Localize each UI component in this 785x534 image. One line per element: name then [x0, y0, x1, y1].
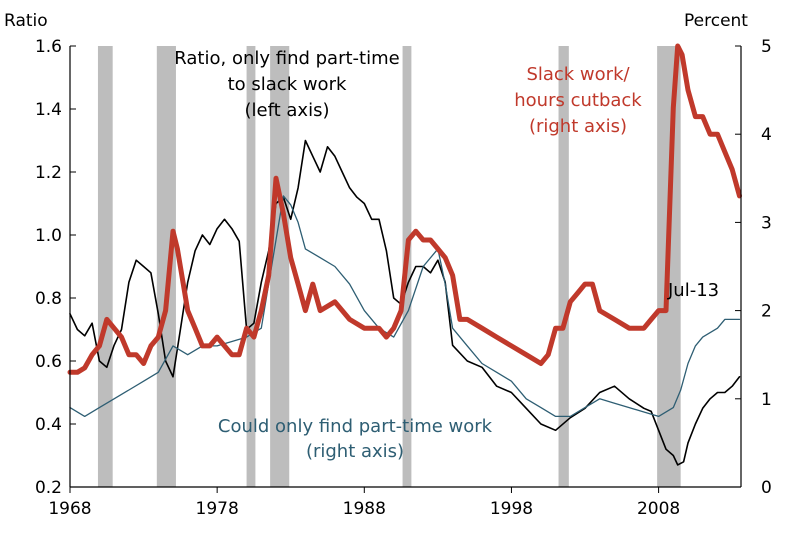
- recession-band-3: [270, 46, 290, 487]
- x-tick-label-0: 1968: [48, 499, 91, 519]
- left-tick-label-3: 0.8: [35, 289, 62, 309]
- x-tick-label-2: 1988: [343, 499, 386, 519]
- left-tick-label-1: 0.4: [35, 415, 62, 435]
- recession-band-0: [97, 46, 113, 487]
- tick-labels: 0.2 0.4 0.6 0.8 1.0 1.2 1.4 1.6 0 1 2 3 4 5 1968 1978 19…: [35, 37, 772, 519]
- left-tick-label-0: 0.2: [35, 478, 62, 498]
- ratio-annotation-line1: Ratio, only find part-time: [174, 48, 399, 69]
- left-tick-label-4: 1.0: [35, 226, 62, 246]
- slack-annotation-line2: hours cutback: [514, 90, 642, 111]
- right-tick-label-4: 4: [761, 125, 772, 145]
- series-lines: [67, 43, 742, 466]
- end-date-label: Jul-13: [667, 280, 719, 301]
- x-tick-label-4: 2008: [637, 499, 680, 519]
- could-annotation-line1: Could only find part-time work: [218, 416, 493, 437]
- series-line-2: [69, 195, 741, 418]
- slack-annotation-line1: Slack work/: [526, 64, 630, 85]
- right-axis-unit: Percent: [684, 11, 748, 31]
- series-line-0: [67, 43, 742, 375]
- series-line-1: [69, 139, 741, 466]
- right-tick-label-5: 5: [761, 37, 772, 57]
- x-tick-label-3: 1998: [490, 499, 533, 519]
- axes: [69, 45, 742, 493]
- left-tick-label-7: 1.6: [35, 37, 62, 57]
- left-tick-label-6: 1.4: [35, 100, 62, 120]
- right-tick-label-1: 1: [761, 390, 772, 410]
- right-tick-label-2: 2: [761, 302, 772, 322]
- slack-annotation-line3: (right axis): [529, 116, 627, 137]
- left-axis-unit: Ratio: [4, 11, 48, 31]
- x-tick-label-1: 1978: [196, 499, 239, 519]
- could-annotation-line2: (right axis): [306, 441, 404, 462]
- ratio-annotation-line3: (left axis): [245, 100, 330, 121]
- right-tick-label-3: 3: [761, 213, 772, 233]
- recession-band-2: [246, 46, 256, 487]
- left-tick-label-2: 0.6: [35, 352, 62, 372]
- right-tick-label-0: 0: [761, 478, 772, 498]
- recession-band-1: [156, 46, 176, 487]
- left-tick-label-5: 1.2: [35, 163, 62, 183]
- ratio-annotation-line2: to slack work: [228, 74, 347, 95]
- recession-band-5: [558, 46, 569, 487]
